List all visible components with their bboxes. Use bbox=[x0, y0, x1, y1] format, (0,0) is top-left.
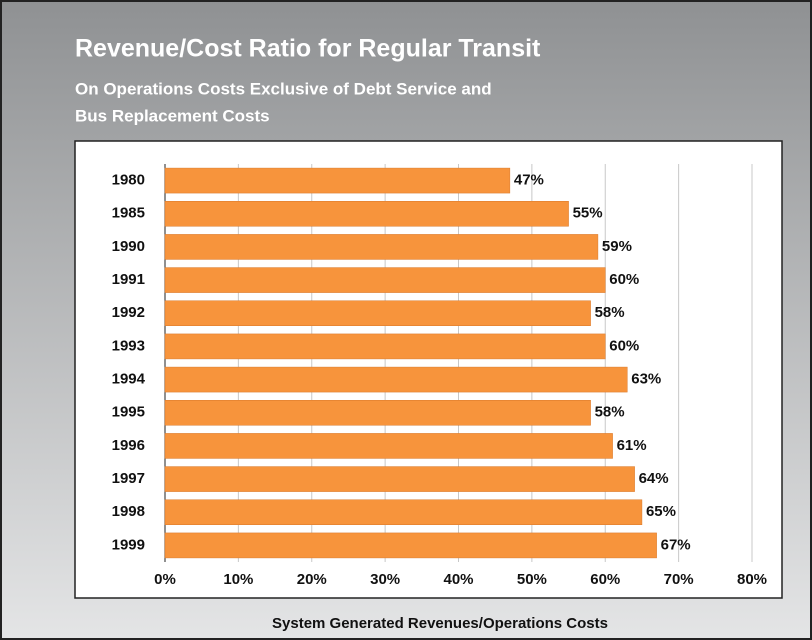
bar bbox=[164, 267, 606, 293]
y-tick-label: 1980 bbox=[112, 172, 145, 189]
bar bbox=[164, 201, 569, 227]
x-tick-label: 40% bbox=[443, 571, 473, 588]
data-label: 47% bbox=[514, 172, 544, 189]
bar bbox=[164, 532, 657, 559]
x-tick-label: 80% bbox=[737, 571, 767, 588]
data-label: 59% bbox=[602, 238, 632, 255]
x-tick-label: 70% bbox=[664, 571, 694, 588]
data-label: 58% bbox=[595, 404, 625, 421]
data-label: 60% bbox=[609, 337, 639, 354]
chart-subtitle: Bus Replacement Costs bbox=[75, 106, 270, 125]
x-tick-label: 20% bbox=[297, 571, 327, 588]
data-label: 61% bbox=[617, 437, 647, 454]
y-tick-label: 1993 bbox=[112, 337, 145, 354]
data-label: 64% bbox=[639, 470, 669, 487]
chart-title: Revenue/Cost Ratio for Regular Transit bbox=[75, 35, 541, 63]
bar bbox=[164, 234, 599, 260]
data-label: 60% bbox=[609, 271, 639, 288]
bar bbox=[164, 333, 606, 360]
y-tick-label: 1996 bbox=[112, 437, 145, 454]
data-label: 55% bbox=[573, 205, 603, 222]
bar bbox=[164, 433, 613, 459]
x-tick-label: 0% bbox=[154, 571, 176, 588]
y-tick-label: 1985 bbox=[112, 205, 145, 222]
data-label: 58% bbox=[595, 304, 625, 321]
y-tick-label: 1990 bbox=[112, 238, 145, 255]
bar bbox=[164, 300, 591, 326]
bar bbox=[164, 466, 635, 492]
y-tick-label: 1997 bbox=[112, 470, 145, 487]
data-label: 65% bbox=[646, 503, 676, 520]
bar bbox=[164, 366, 628, 393]
x-tick-label: 10% bbox=[223, 571, 253, 588]
chart-subtitle: On Operations Costs Exclusive of Debt Se… bbox=[75, 79, 492, 98]
y-tick-label: 1991 bbox=[112, 271, 145, 288]
data-label: 63% bbox=[631, 371, 661, 388]
y-tick-label: 1998 bbox=[112, 503, 145, 520]
x-axis-title: System Generated Revenues/Operations Cos… bbox=[272, 615, 608, 632]
y-tick-label: 1995 bbox=[112, 404, 145, 421]
data-label: 67% bbox=[661, 536, 691, 553]
y-tick-label: 1999 bbox=[112, 536, 145, 553]
x-tick-label: 30% bbox=[370, 571, 400, 588]
bar bbox=[164, 400, 591, 426]
y-tick-label: 1994 bbox=[112, 371, 146, 388]
x-tick-label: 60% bbox=[590, 571, 620, 588]
x-tick-label: 50% bbox=[517, 571, 547, 588]
bar bbox=[164, 167, 511, 194]
y-tick-label: 1992 bbox=[112, 304, 145, 321]
bar bbox=[164, 499, 643, 525]
